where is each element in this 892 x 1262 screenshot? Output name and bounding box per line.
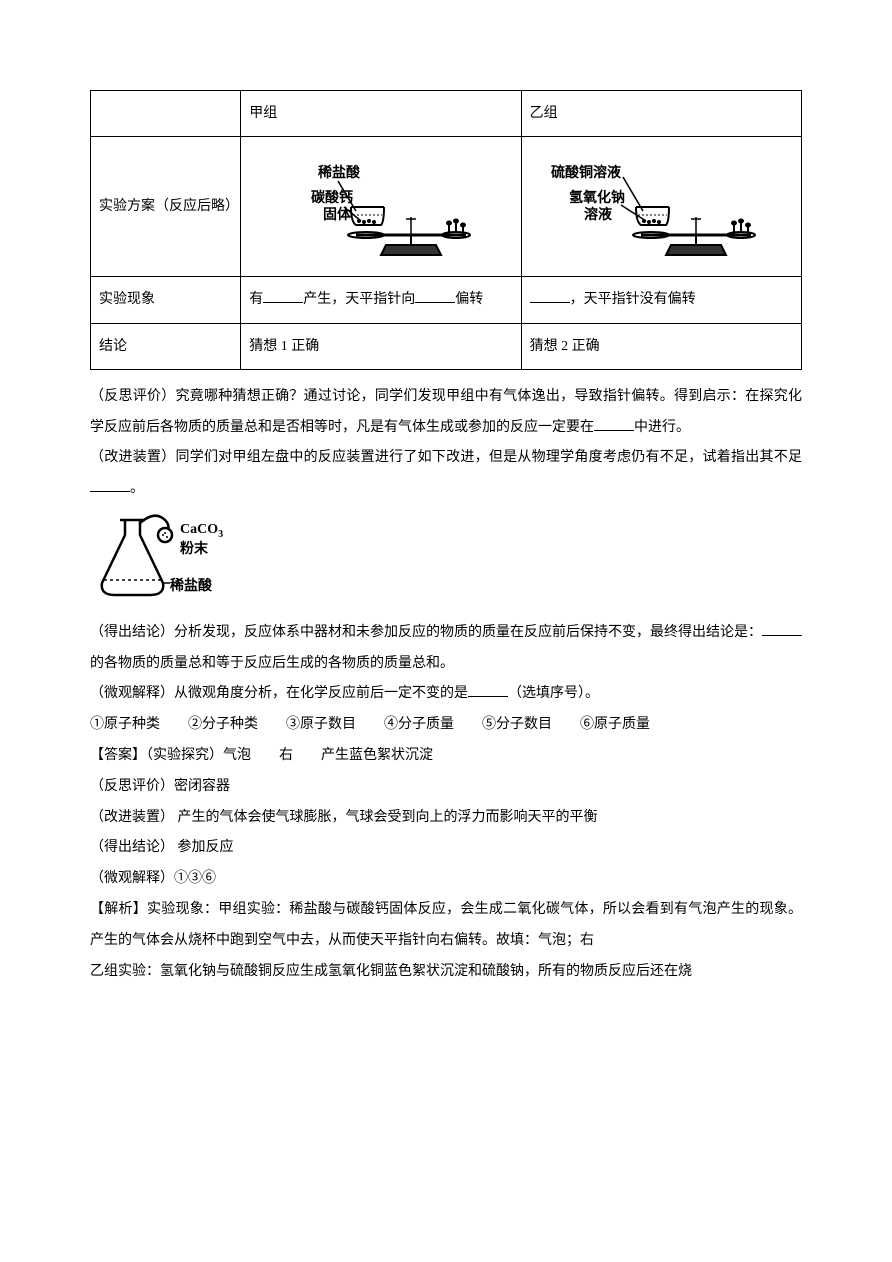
- text: ，天平指针没有偏转: [570, 292, 696, 307]
- blank: [415, 289, 455, 303]
- table-row: 结论 猜想 1 正确 猜想 2 正确: [91, 323, 802, 369]
- text: 。: [130, 481, 144, 496]
- cell-header-jia: 甲组: [241, 91, 521, 137]
- cell-blank: [91, 91, 241, 137]
- text: 有: [249, 292, 263, 307]
- blank: [468, 683, 508, 697]
- cell-phen-jia: 有 产生，天平指针向 偏转: [241, 277, 521, 323]
- blank: [263, 289, 303, 303]
- label-text: 碳酸钙: [311, 189, 353, 206]
- table-row: 甲组 乙组: [91, 91, 802, 137]
- table-row: 实验现象 有 产生，天平指针向 偏转 ，天平指针没有偏转: [91, 277, 802, 323]
- cell-scheme-jia: 稀盐酸 碳酸钙 固体: [241, 137, 521, 277]
- text: 偏转: [455, 292, 483, 307]
- cell-scheme-yi: 硫酸铜溶液 氢氧化钠 溶液: [521, 137, 801, 277]
- cell-conc-jia: 猜想 1 正确: [241, 323, 521, 369]
- paragraph-answer-2: （反思评价）密闭容器: [90, 772, 802, 803]
- blank: [530, 289, 570, 303]
- text: （选填序号）。: [508, 686, 599, 701]
- cell-scheme-label: 实验方案（反应后略）: [91, 137, 241, 277]
- text: （得出结论）分析发现，反应体系中器材和未参加反应的物质的质量在反应前后保持不变，…: [90, 625, 762, 640]
- paragraph-conclusion: （得出结论）分析发现，反应体系中器材和未参加反应的物质的质量在反应前后保持不变，…: [90, 618, 802, 680]
- paragraph-micro: （微观解释）从微观角度分析，在化学反应前后一定不变的是 （选填序号）。: [90, 679, 802, 710]
- blank: [90, 478, 130, 492]
- label-text: 粉末: [180, 540, 209, 557]
- paragraph-explain-2: 乙组实验：氢氧化钠与硫酸铜反应生成氢氧化铜蓝色絮状沉淀和硫酸钠，所有的物质反应后…: [90, 957, 802, 988]
- blank: [594, 417, 634, 431]
- label-text: 氢氧化钠: [569, 189, 625, 206]
- paragraph-answer-5: （微观解释）①③⑥: [90, 864, 802, 895]
- paragraph-options: ①原子种类 ②分子种类 ③原子数目 ④分子质量 ⑤分子数目 ⑥原子质量: [90, 710, 802, 741]
- blank: [762, 622, 802, 636]
- paragraph-reflect: （反思评价）究竟哪种猜想正确？通过讨论，同学们发现甲组中有气体逸出，导致指针偏转…: [90, 382, 802, 444]
- label-text: CaCO: [180, 522, 218, 537]
- text: （反思评价）究竟哪种猜想正确？通过讨论，同学们发现甲组中有气体逸出，导致指针偏转…: [90, 389, 802, 435]
- text: （微观解释）从微观角度分析，在化学反应前后一定不变的是: [90, 686, 468, 701]
- paragraph-improve: （改进装置）同学们对甲组左盘中的反应装置进行了如下改进，但是从物理学角度考虑仍有…: [90, 443, 802, 505]
- cell-phen-label: 实验现象: [91, 277, 241, 323]
- text: 产生，天平指针向: [303, 292, 415, 307]
- table-row: 实验方案（反应后略）: [91, 137, 802, 277]
- flask-diagram: CaCO3 粉末 稀盐酸: [90, 505, 802, 618]
- cell-conc-label: 结论: [91, 323, 241, 369]
- experiment-table: 甲组 乙组 实验方案（反应后略）: [90, 90, 802, 370]
- svg-text:CaCO3: CaCO3: [180, 522, 223, 540]
- text: （改进装置）同学们对甲组左盘中的反应装置进行了如下改进，但是从物理学角度考虑仍有…: [90, 450, 802, 465]
- paragraph-answer-3: （改进装置） 产生的气体会使气球膨胀，气球会受到向上的浮力而影响天平的平衡: [90, 803, 802, 834]
- balance-diagram-jia: 稀盐酸 碳酸钙 固体: [256, 147, 506, 257]
- label-sub: 3: [218, 529, 223, 540]
- paragraph-explain-1: 【解析】实验现象：甲组实验：稀盐酸与碳酸钙固体反应，会生成二氧化碳气体，所以会看…: [90, 895, 802, 957]
- cell-phen-yi: ，天平指针没有偏转: [521, 277, 801, 323]
- paragraph-answer-1: 【答案】（实验探究）气泡 右 产生蓝色絮状沉淀: [90, 741, 802, 772]
- paragraph-answer-4: （得出结论） 参加反应: [90, 833, 802, 864]
- label-text: 固体: [323, 206, 352, 223]
- cell-conc-yi: 猜想 2 正确: [521, 323, 801, 369]
- text: 的各物质的质量总和等于反应后生成的各物质的质量总和。: [90, 656, 454, 671]
- label-text: 稀盐酸: [170, 577, 213, 594]
- text: 中进行。: [634, 420, 690, 435]
- label-text: 溶液: [584, 206, 613, 223]
- balance-diagram-yi: 硫酸铜溶液 氢氧化钠 溶液: [531, 147, 791, 257]
- cell-header-yi: 乙组: [521, 91, 801, 137]
- label-text: 稀盐酸: [318, 164, 361, 181]
- label-text: 硫酸铜溶液: [551, 164, 622, 181]
